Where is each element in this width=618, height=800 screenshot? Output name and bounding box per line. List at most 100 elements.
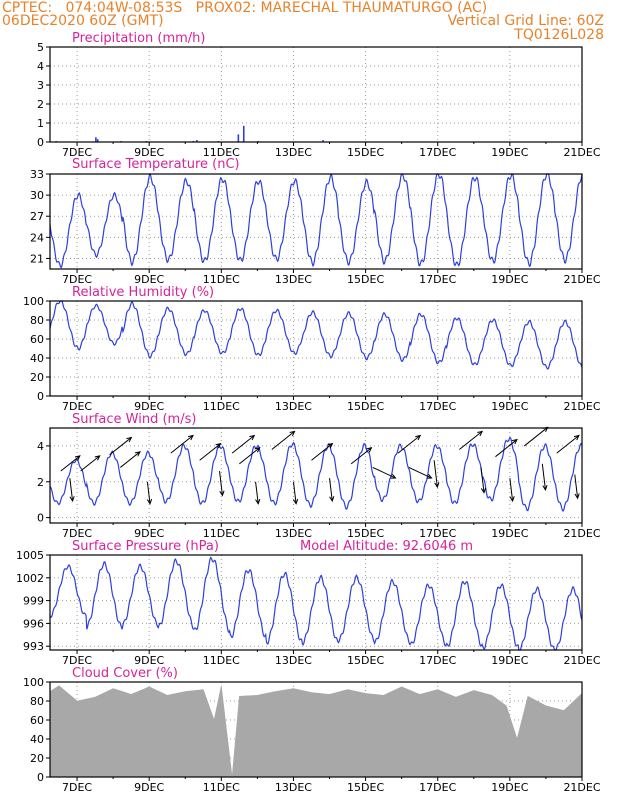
cloud-xtick-label: 11DEC xyxy=(203,781,240,794)
wind-vector-head xyxy=(477,430,484,437)
humidity-title: Relative Humidity (%) xyxy=(72,285,214,300)
wind-frame xyxy=(49,427,583,524)
wind-vector-head xyxy=(187,434,194,441)
wind-vector-head xyxy=(542,484,548,491)
wind-vector-head xyxy=(135,451,141,457)
wind-vector-head xyxy=(219,490,225,497)
precipitation-bar xyxy=(237,134,240,142)
temperature-xtick-label: 21DEC xyxy=(563,273,600,286)
precipitation-xtick-label: 13DEC xyxy=(275,146,312,159)
wind-xtick-label: 9DEC xyxy=(134,527,164,540)
pressure-xtick-label: 15DEC xyxy=(347,654,384,667)
wind-vector-head xyxy=(69,496,75,503)
precipitation-xtick-label: 9DEC xyxy=(134,146,164,159)
wind-xtick-label: 21DEC xyxy=(563,527,600,540)
station-header: CPTEC: 074:04W-08:53S PROX02: MARECHAL T… xyxy=(2,0,488,16)
wind-vector xyxy=(255,481,259,504)
cloud-ytick-label: 80 xyxy=(30,695,44,708)
precipitation-bar xyxy=(96,139,99,142)
wind-vector xyxy=(350,447,372,465)
wind-vector-head xyxy=(215,442,222,449)
wind-vector xyxy=(541,463,546,490)
model-altitude-label: Model Altitude: 92.6046 m xyxy=(300,539,473,554)
wind-vector-head xyxy=(329,496,335,503)
cloud-area xyxy=(49,685,583,778)
precipitation-bar xyxy=(95,137,97,142)
wind-vector xyxy=(408,466,432,479)
humidity-ytick-label: 100 xyxy=(23,295,44,308)
wind-xtick-label: 17DEC xyxy=(419,527,456,540)
wind-xtick-label: 13DEC xyxy=(275,527,312,540)
precipitation-ytick-label: 5 xyxy=(37,41,44,54)
pressure-xtick-label: 7DEC xyxy=(62,654,92,667)
wind-ytick-label: 0 xyxy=(37,512,44,525)
wind-vector xyxy=(459,431,483,450)
wind-vector xyxy=(480,467,485,493)
wind-vector-head xyxy=(574,493,580,500)
humidity-ytick-label: 60 xyxy=(30,333,44,346)
temperature-xtick-label: 13DEC xyxy=(275,273,312,286)
precipitation-ytick-label: 2 xyxy=(37,98,44,111)
humidity-xtick-label: 17DEC xyxy=(419,400,456,413)
pressure-xtick-label: 21DEC xyxy=(563,654,600,667)
precipitation-xtick-label: 19DEC xyxy=(491,146,528,159)
wind-vector-head xyxy=(249,434,256,441)
temperature-ytick-label: 30 xyxy=(30,189,44,202)
pressure-ytick-label: 993 xyxy=(23,640,44,653)
precipitation-ytick-label: 3 xyxy=(37,79,44,92)
precipitation-ytick-label: 1 xyxy=(37,117,44,130)
humidity-ytick-label: 80 xyxy=(30,314,44,327)
humidity-xtick-label: 15DEC xyxy=(347,400,384,413)
run-date-label: 06DEC2020 60Z (GMT) xyxy=(2,13,164,29)
pressure-title: Surface Pressure (hPa) xyxy=(72,539,219,554)
humidity-frame xyxy=(49,300,583,397)
grid-line-label: Vertical Grid Line: 60Z xyxy=(447,13,604,29)
cloud-xtick-label: 15DEC xyxy=(347,781,384,794)
wind-xtick-label: 19DEC xyxy=(491,527,528,540)
wind-vector-head xyxy=(327,442,334,449)
cloud-title: Cloud Cover (%) xyxy=(72,666,178,681)
wind-vector xyxy=(219,470,223,496)
pressure-xtick-label: 11DEC xyxy=(203,654,240,667)
wind-vector-head xyxy=(573,434,580,441)
wind-vector xyxy=(523,426,549,447)
pressure-ytick-label: 996 xyxy=(23,617,44,630)
wind-vector xyxy=(146,481,151,504)
temperature-ytick-label: 27 xyxy=(30,210,44,223)
wind-vector-head xyxy=(480,487,487,494)
wind-title: Surface Wind (m/s) xyxy=(72,412,196,427)
temperature-ytick-label: 33 xyxy=(30,168,44,181)
pressure-line xyxy=(49,556,583,651)
pressure-ytick-label: 1005 xyxy=(16,549,44,562)
wind-vector xyxy=(120,451,141,468)
wind-vector-head xyxy=(146,498,153,505)
humidity-ytick-label: 20 xyxy=(30,371,44,384)
cloud-ytick-label: 40 xyxy=(30,733,44,746)
wind-vector xyxy=(556,435,580,454)
humidity-line xyxy=(49,300,583,370)
wind-xtick-label: 7DEC xyxy=(62,527,92,540)
wind-vector-head xyxy=(415,434,422,441)
precipitation-bar xyxy=(242,125,245,142)
wind-vector xyxy=(292,481,297,504)
wind-vector-head xyxy=(74,455,81,461)
temperature-xtick-label: 9DEC xyxy=(134,273,164,286)
wind-vector-head xyxy=(390,473,397,479)
wind-vector xyxy=(199,443,221,461)
precipitation-frame xyxy=(49,46,583,143)
precipitation-xtick-label: 17DEC xyxy=(419,146,456,159)
wind-ytick-label: 4 xyxy=(37,440,44,453)
cloud-xtick-label: 13DEC xyxy=(275,781,312,794)
pressure-ytick-label: 1002 xyxy=(16,572,44,585)
cloud-xtick-label: 7DEC xyxy=(62,781,92,794)
wind-vector xyxy=(170,435,194,454)
pressure-xtick-label: 19DEC xyxy=(491,654,528,667)
pressure-xtick-label: 17DEC xyxy=(419,654,456,667)
cloud-xtick-label: 9DEC xyxy=(134,781,164,794)
wind-vector-head xyxy=(366,447,373,453)
temperature-ytick-label: 24 xyxy=(30,231,44,244)
precipitation-xtick-label: 7DEC xyxy=(62,146,92,159)
cloud-ytick-label: 60 xyxy=(30,714,44,727)
wind-xtick-label: 11DEC xyxy=(203,527,240,540)
wind-xtick-label: 15DEC xyxy=(347,527,384,540)
